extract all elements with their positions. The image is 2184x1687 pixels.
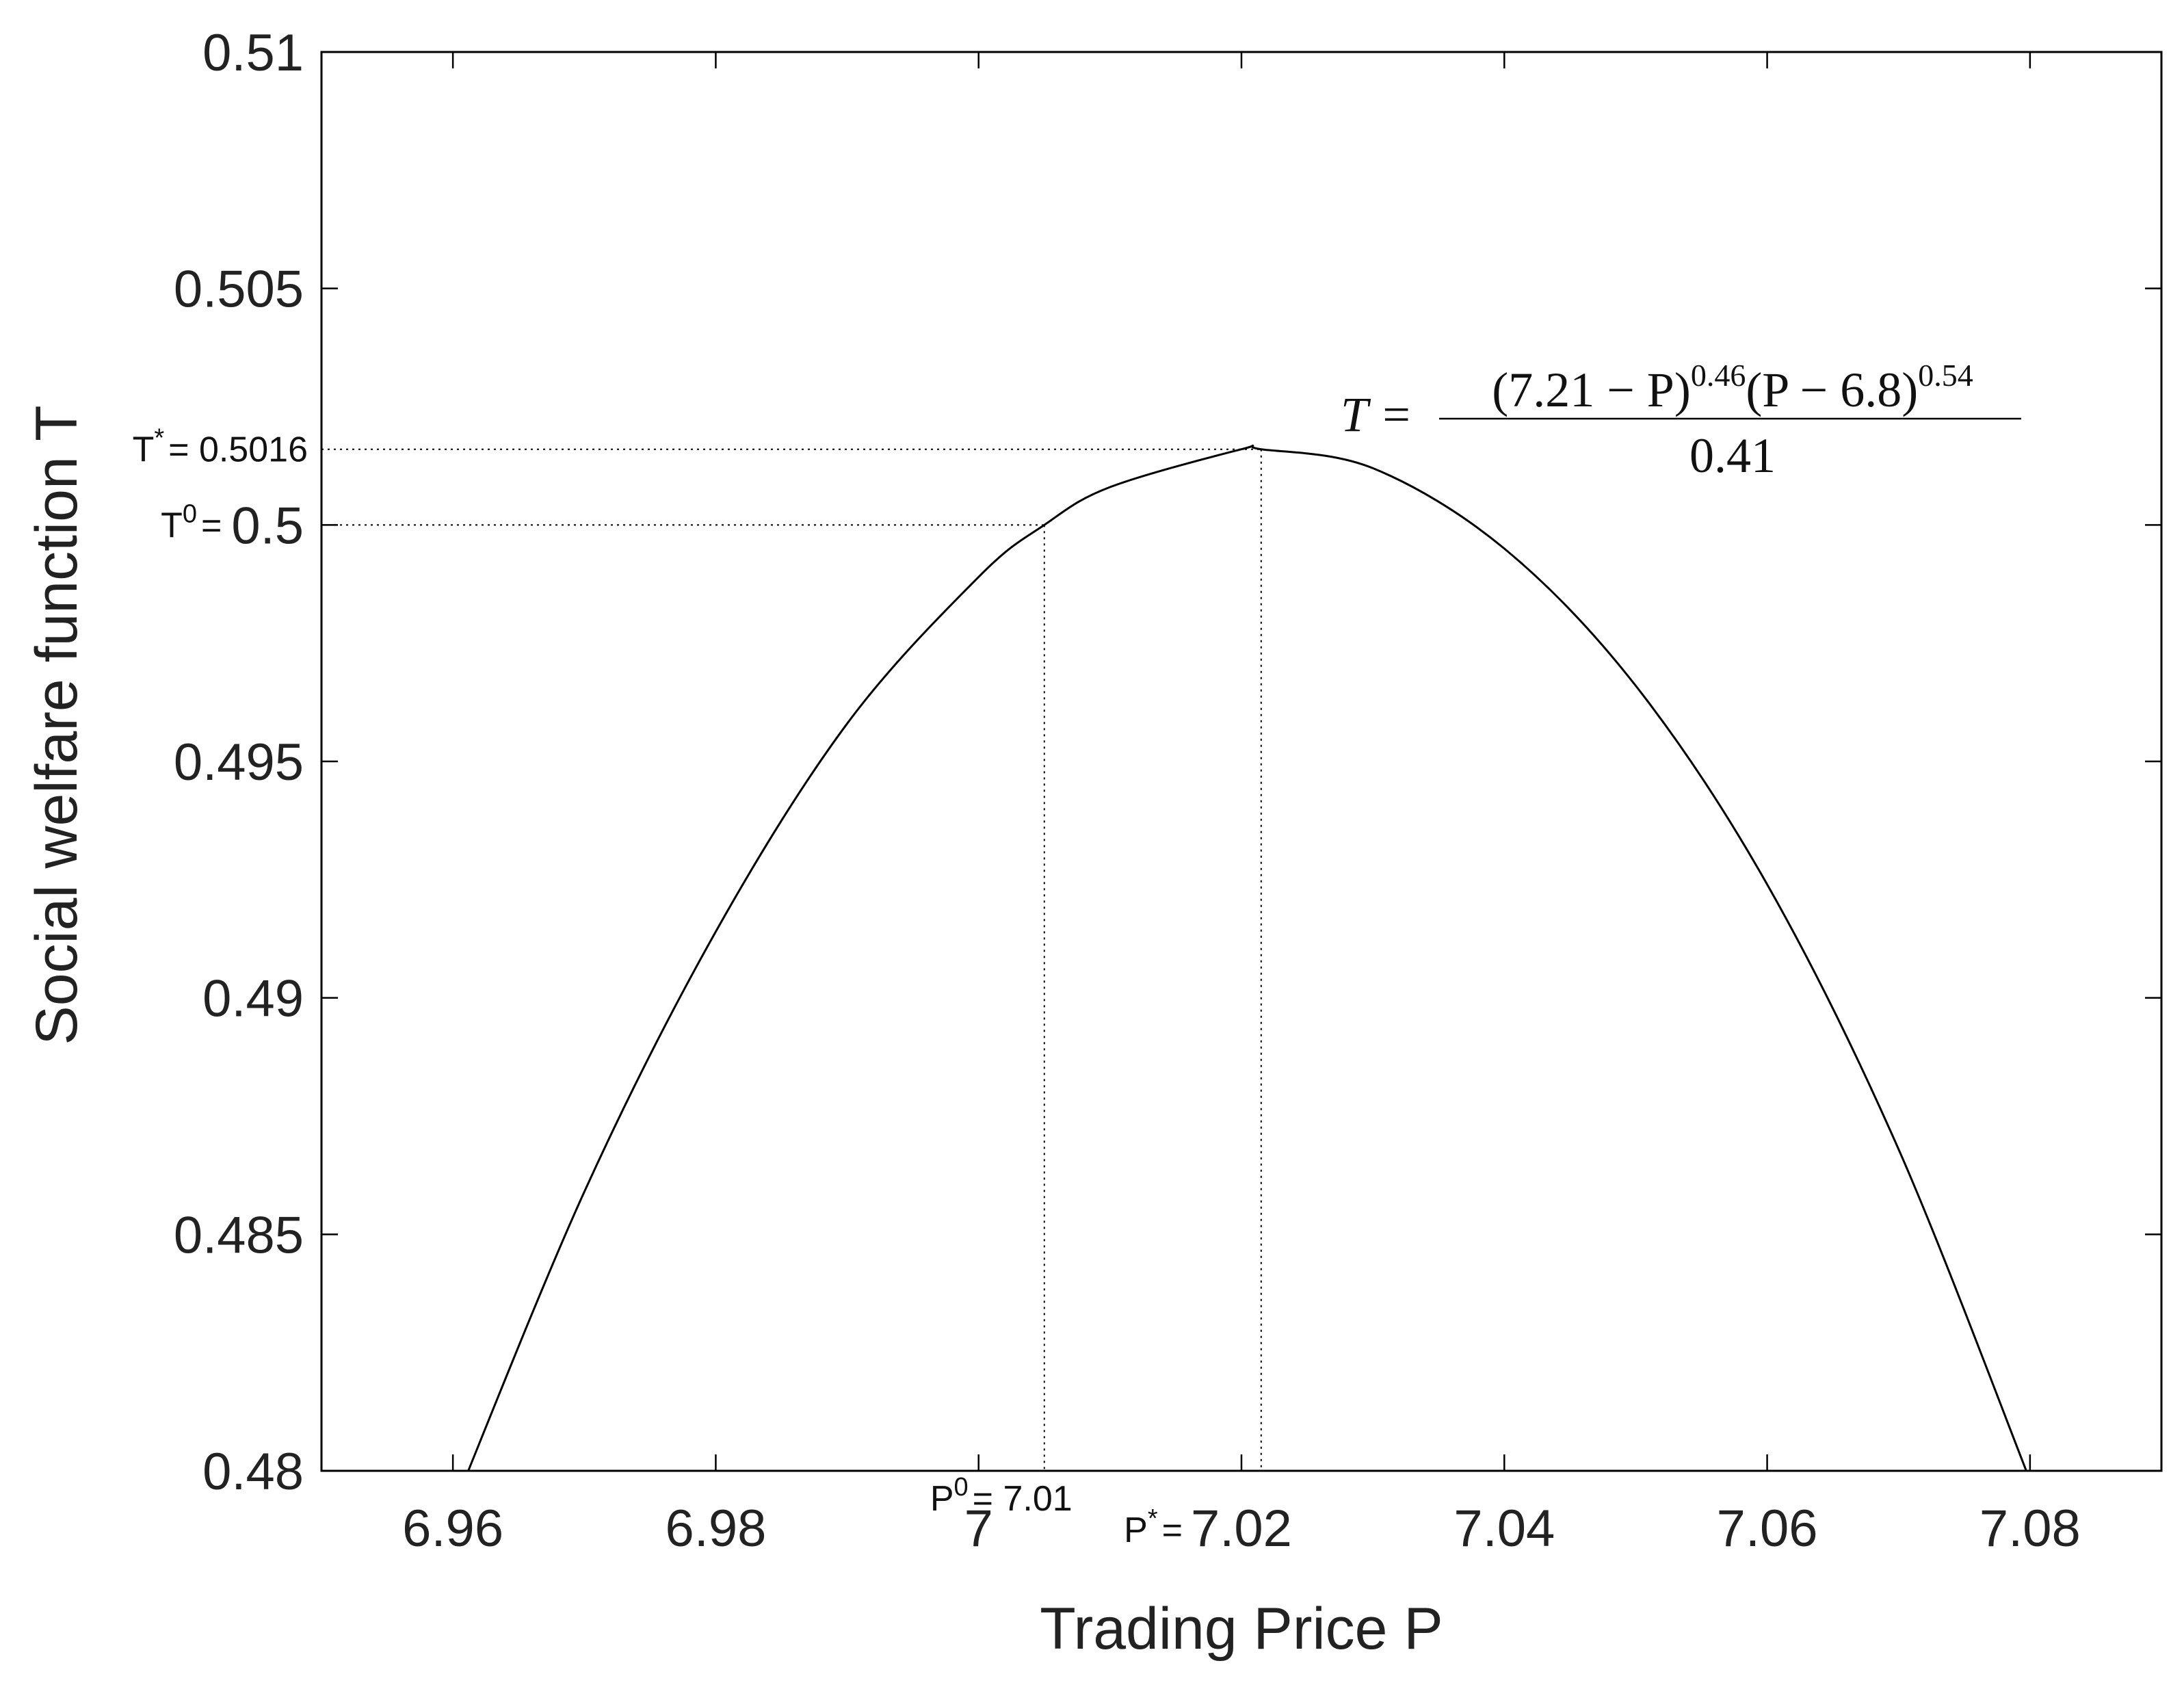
equation-exponent: 0.46 — [1691, 358, 1746, 393]
y-tick-label: 0.505 — [174, 261, 304, 319]
annotation: P* = — [1124, 1504, 1183, 1550]
annotation: T0 = — [161, 499, 222, 545]
y-tick-label: 0.48 — [202, 1443, 304, 1501]
curve — [467, 444, 2028, 1471]
x-axis-label: Trading Price P — [1040, 1596, 1443, 1662]
x-tick-label: 7 — [964, 1500, 993, 1558]
annotation-superscript: 0 — [954, 1473, 969, 1502]
x-tick-label: 7.06 — [1717, 1500, 1818, 1558]
annotation-value: = 0.5016 — [168, 430, 308, 470]
y-tick-label: 0.51 — [202, 24, 304, 82]
equation-term: (P − 6.8) — [1746, 363, 1918, 417]
annotation: P0 = 7.01 — [930, 1473, 1073, 1519]
x-tick-label: 7.04 — [1453, 1500, 1555, 1558]
equation: T = (7.21 − P)0.46(P − 6.8)0.54 0.41 — [1341, 358, 2021, 483]
y-tick-label: 0.49 — [202, 970, 304, 1028]
plot-frame — [320, 51, 2163, 1472]
annotation-symbol: P — [930, 1479, 954, 1519]
annotation-symbol: P — [1124, 1511, 1148, 1550]
equation-denominator: 0.41 — [1689, 428, 1776, 483]
equation-term: (7.21 − P) — [1492, 363, 1691, 417]
annotation-value: = — [1162, 1511, 1183, 1550]
annotation-superscript: * — [1148, 1504, 1158, 1533]
y-tick-label: 0.495 — [174, 733, 304, 792]
x-tick-label: 6.96 — [402, 1500, 503, 1558]
annotation: T* = 0.5016 — [133, 424, 308, 470]
annotation-superscript: 0 — [183, 499, 197, 528]
equation-exponent: 0.54 — [1918, 358, 1973, 393]
x-tick-label: 6.98 — [665, 1500, 766, 1558]
x-tick-label: 7.08 — [1979, 1500, 2081, 1558]
annotation-symbol: T — [161, 506, 183, 545]
equation-lhs: T = — [1341, 387, 1412, 442]
y-axis-label: Social welfare function T — [24, 405, 90, 1045]
annotation-superscript: * — [154, 424, 164, 453]
annotation-value: = — [201, 506, 222, 545]
annotation-symbol: T — [133, 430, 155, 470]
x-tick-label: 7.02 — [1191, 1500, 1292, 1558]
annotation-value: = 7.01 — [973, 1479, 1073, 1519]
equation-numerator: (7.21 − P)0.46(P − 6.8)0.54 — [1492, 358, 1973, 417]
y-tick-label: 0.485 — [174, 1206, 304, 1264]
y-tick-label: 0.5 — [231, 497, 304, 555]
